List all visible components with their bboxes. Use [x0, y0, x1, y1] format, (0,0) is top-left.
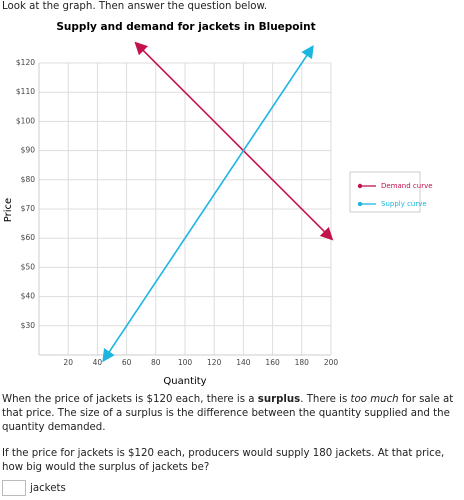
x-tick-label: 200 [324, 358, 339, 367]
question: If the price for jackets is $120 each, p… [2, 448, 445, 473]
legend-label: Demand curve [381, 182, 433, 190]
y-tick-label: $50 [21, 262, 36, 271]
answer-unit: jackets [30, 483, 66, 494]
series-line [102, 45, 314, 363]
y-tick-label: $40 [21, 292, 36, 301]
explanation: When the price of jackets is $120 each, … [2, 393, 460, 435]
y-tick-label: $110 [16, 87, 35, 96]
y-tick-label: $70 [21, 204, 36, 213]
legend-dot [357, 201, 363, 207]
x-tick-label: 120 [207, 358, 222, 367]
answer-row: jackets [2, 480, 460, 496]
x-tick-label: 100 [178, 358, 193, 367]
y-tick-label: $30 [21, 321, 36, 330]
text-italic: too much [350, 394, 399, 405]
x-tick-label: 80 [151, 358, 161, 367]
legend-dot [357, 183, 363, 189]
x-tick-label: 140 [236, 358, 251, 367]
y-tick-label: $120 [16, 58, 35, 67]
x-tick-label: 40 [93, 358, 103, 367]
text-bold: surplus [257, 394, 301, 405]
y-tick-label: $90 [21, 146, 36, 155]
x-tick-label: 20 [63, 358, 73, 367]
chart: Supply and demand for jackets in Bluepoi… [3, 21, 433, 387]
x-tick-label: 180 [295, 358, 310, 367]
series-line [134, 41, 334, 241]
text: When the price of jackets is $120 each, … [2, 394, 258, 405]
x-axis-label: Quantity [163, 376, 206, 387]
text: for sale at that price. The size of a su… [2, 394, 454, 433]
y-axis-label: Price [3, 198, 14, 222]
x-tick-label: 160 [265, 358, 280, 367]
x-tick-label: 60 [122, 358, 132, 367]
intro: Look at the graph. Then answer the quest… [2, 1, 268, 12]
y-tick-label: $100 [16, 116, 35, 125]
y-tick-label: $80 [21, 175, 36, 184]
answer-input[interactable] [2, 480, 26, 496]
legend-label: Supply curve [381, 200, 427, 208]
chart-title: Supply and demand for jackets in Bluepoi… [56, 21, 315, 33]
y-tick-label: $60 [21, 233, 36, 242]
text: . There is [300, 394, 351, 405]
